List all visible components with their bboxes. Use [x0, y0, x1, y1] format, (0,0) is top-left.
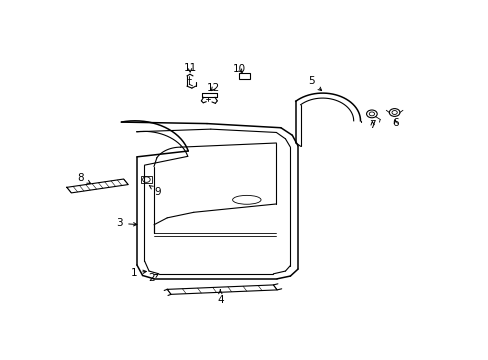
Text: 12: 12 — [207, 82, 220, 93]
Text: 10: 10 — [232, 64, 245, 74]
Bar — [141, 176, 151, 184]
Text: 1: 1 — [130, 268, 146, 278]
Text: 2: 2 — [148, 273, 158, 283]
Text: 9: 9 — [149, 185, 161, 197]
Text: 4: 4 — [217, 290, 223, 305]
Text: 5: 5 — [307, 76, 321, 91]
Text: 8: 8 — [78, 173, 90, 184]
Text: 3: 3 — [116, 219, 137, 228]
Text: 6: 6 — [392, 118, 398, 128]
Text: 7: 7 — [368, 120, 375, 130]
Text: 11: 11 — [183, 63, 196, 73]
